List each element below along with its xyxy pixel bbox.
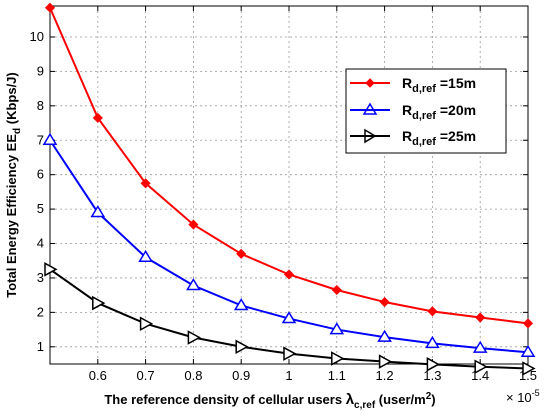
x-tick-label: 0.9 [232, 368, 250, 383]
series-1-point [44, 2, 56, 13]
y-tick-label: 6 [37, 167, 44, 182]
series-2-point [186, 278, 201, 291]
legend-label-series-1: Rd,ref =15m [402, 75, 476, 95]
series-3-point [235, 339, 249, 355]
series-1-point [331, 284, 342, 296]
y-tick-label: 3 [37, 270, 44, 285]
legend-marker-series-3 [364, 128, 377, 144]
series-1-point [188, 219, 199, 230]
series-1-point [475, 312, 486, 323]
y-axis-label: Total Energy Efficiency EEd (Kbps/J) [4, 72, 23, 298]
series-2-point [90, 205, 106, 218]
series-2-point [425, 335, 440, 349]
x-axis-label-sup: 2 [426, 391, 432, 402]
y-tick-label: 1 [37, 339, 44, 354]
legend-marker-series-1 [365, 78, 375, 88]
series-1-point [522, 318, 534, 329]
x-axis-label-symbol: λ [346, 391, 355, 408]
series-2 [42, 132, 536, 358]
x-tick-label: 1.3 [423, 368, 441, 383]
x-axis-label-pre: The reference density of cellular users [104, 392, 345, 407]
series-3-point [44, 262, 58, 277]
x-axis-label-post: ) [431, 392, 435, 407]
series-1-point [140, 178, 151, 189]
x-axis-label-sub: c,ref [354, 400, 376, 411]
legend-label-2-main: R [402, 102, 412, 118]
legend-label-series-3: Rd,ref =25m [402, 128, 476, 148]
x-axis-label: The reference density of cellular users … [104, 391, 435, 411]
series-1-point [427, 306, 438, 317]
series-group [42, 2, 536, 376]
x-tick-label: 0.6 [89, 368, 107, 383]
y-tick-label: 8 [37, 98, 44, 113]
legend-label-1-main: R [402, 75, 412, 91]
legend-item-series-2: Rd,ref =20m [350, 102, 476, 122]
legend-label-2-sub: d,ref [412, 110, 436, 122]
legend-label-2-post: =20m [436, 102, 476, 118]
series-3-point [331, 351, 345, 366]
series-2-point [42, 132, 58, 145]
series-2-point [281, 311, 297, 324]
series-2-point [329, 322, 345, 335]
legend-label-3-post: =25m [436, 128, 476, 144]
x-tick-label: 1.1 [328, 368, 346, 383]
legend-marker-series-2 [362, 102, 378, 115]
series-2-point [233, 298, 249, 311]
legend-label-3-main: R [402, 128, 412, 144]
x-tick-label: 0.8 [184, 368, 202, 383]
legend-label-series-2: Rd,ref =20m [402, 102, 476, 122]
plot-area [50, 6, 528, 364]
x-axis-label-mid: (user/m [375, 392, 426, 407]
x-tick-label: 0.7 [137, 368, 155, 383]
series-3-point [187, 330, 201, 345]
series-1-point [379, 296, 390, 308]
y-axis-label-post: (Kbps/J) [4, 72, 19, 128]
y-axis-ticks: 1 2 3 4 5 6 7 8 9 10 [30, 29, 528, 354]
y-tick-label: 7 [37, 132, 44, 147]
x-axis-exponent-power: -5 [532, 388, 540, 398]
legend: Rd,ref =15m Rd,ref =20m Rd,ref =25m [345, 68, 507, 154]
legend-label-1-sub: d,ref [412, 83, 436, 95]
x-tick-label: 1 [285, 368, 292, 383]
x-tick-label: 1.2 [376, 368, 394, 383]
y-tick-label: 5 [37, 201, 44, 216]
series-2-point [472, 340, 488, 353]
legend-label-3-sub: d,ref [412, 136, 436, 148]
y-axis-label-sub: d [12, 128, 23, 134]
legend-item-series-3: Rd,ref =25m [350, 128, 476, 148]
series-3-point [92, 295, 106, 311]
series-2-point [138, 249, 153, 263]
x-axis-exponent: × 10-5 [506, 388, 540, 405]
legend-label-1-post: =15m [436, 75, 476, 91]
y-tick-label: 2 [37, 304, 44, 319]
legend-item-series-1: Rd,ref =15m [350, 75, 476, 95]
series-1-point [236, 248, 247, 259]
series-2-point [377, 329, 392, 342]
series-3-point [522, 361, 536, 376]
series-3-point [426, 357, 440, 372]
y-tick-label: 9 [37, 63, 44, 78]
series-3-point [474, 359, 488, 375]
y-tick-label: 4 [37, 236, 44, 251]
series-3-point [139, 316, 154, 331]
series-3-point [283, 346, 297, 361]
y-axis-label-pre: Total Energy Efficiency EE [4, 134, 19, 298]
series-3-point [378, 354, 393, 369]
x-axis-exponent-base: × 10 [506, 390, 532, 405]
series-1 [44, 2, 534, 329]
y-tick-label: 10 [30, 29, 44, 44]
series-1-point [283, 269, 295, 280]
series-2-point [520, 344, 536, 358]
series-1-point [92, 112, 103, 123]
series-3 [44, 262, 536, 376]
